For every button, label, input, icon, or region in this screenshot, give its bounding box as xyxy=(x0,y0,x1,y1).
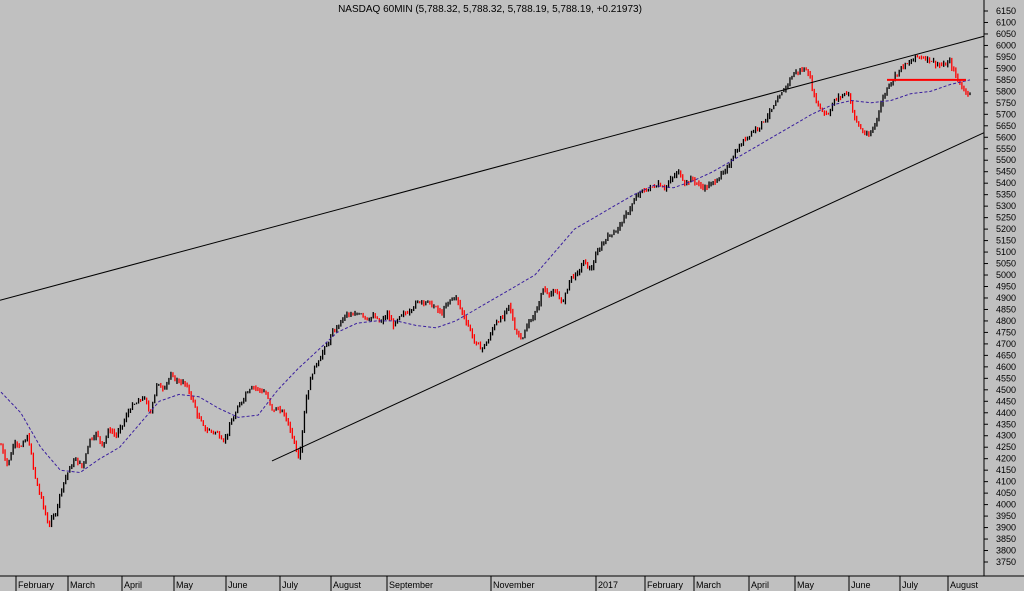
y-tick-label: 5550 xyxy=(996,144,1016,154)
y-tick-label: 4350 xyxy=(996,419,1016,429)
y-tick-label: 5350 xyxy=(996,190,1016,200)
y-tick-label: 5650 xyxy=(996,121,1016,131)
y-tick-label: 4150 xyxy=(996,465,1016,475)
y-tick-label: 5200 xyxy=(996,224,1016,234)
y-tick-label: 5900 xyxy=(996,63,1016,73)
x-tick-label: June xyxy=(228,580,248,590)
x-axis: February March April May June July August Septe… xyxy=(15,576,979,591)
y-tick-label: 5700 xyxy=(996,109,1016,119)
y-tick-label: 5150 xyxy=(996,236,1016,246)
y-tick-label: 5850 xyxy=(996,75,1016,85)
x-tick-label: September xyxy=(389,580,433,590)
x-tick-label: April xyxy=(124,580,142,590)
x-tick-label: February xyxy=(18,580,55,590)
y-tick-label: 6000 xyxy=(996,40,1016,50)
x-tick-label: March xyxy=(696,580,721,590)
x-tick-label: May xyxy=(797,580,815,590)
y-tick-label: 3900 xyxy=(996,523,1016,533)
y-tick-label: 4450 xyxy=(996,396,1016,406)
x-tick-label: July xyxy=(282,580,299,590)
upper-trendline xyxy=(0,35,985,301)
x-tick-label: November xyxy=(493,580,535,590)
y-tick-label: 5300 xyxy=(996,201,1016,211)
y-tick-label: 4100 xyxy=(996,477,1016,487)
y-tick-label: 5400 xyxy=(996,178,1016,188)
x-tick-label: July xyxy=(902,580,919,590)
y-tick-label: 5000 xyxy=(996,270,1016,280)
y-tick-label: 5500 xyxy=(996,155,1016,165)
y-tick-label: 5950 xyxy=(996,52,1016,62)
y-tick-label: 4650 xyxy=(996,350,1016,360)
y-tick-label: 6100 xyxy=(996,17,1016,27)
y-tick-label: 4950 xyxy=(996,282,1016,292)
price-bars xyxy=(0,54,971,528)
y-tick-label: 5600 xyxy=(996,132,1016,142)
y-tick-label: 4500 xyxy=(996,385,1016,395)
y-tick-label: 5750 xyxy=(996,98,1016,108)
y-tick-label: 3800 xyxy=(996,546,1016,556)
x-tick-label: 2017 xyxy=(598,580,618,590)
y-tick-label: 4200 xyxy=(996,454,1016,464)
y-tick-label: 4800 xyxy=(996,316,1016,326)
x-tick-label: April xyxy=(751,580,769,590)
y-tick-label: 4400 xyxy=(996,408,1016,418)
y-tick-label: 6150 xyxy=(996,6,1016,16)
y-tick-label: 4000 xyxy=(996,500,1016,510)
y-tick-label: 4600 xyxy=(996,362,1016,372)
y-tick-label: 3750 xyxy=(996,557,1016,567)
y-tick-label: 4850 xyxy=(996,304,1016,314)
lower-trendline xyxy=(271,132,985,462)
y-tick-label: 5250 xyxy=(996,213,1016,223)
x-tick-label: June xyxy=(851,580,871,590)
y-tick-label: 5450 xyxy=(996,167,1016,177)
y-tick-label: 4250 xyxy=(996,442,1016,452)
y-tick-label: 5100 xyxy=(996,247,1016,257)
y-tick-label: 6050 xyxy=(996,29,1016,39)
y-tick-label: 4300 xyxy=(996,431,1016,441)
x-tick-label: February xyxy=(647,580,684,590)
chart-title: NASDAQ 60MIN (5,788.32, 5,788.32, 5,788.… xyxy=(338,4,642,15)
x-tick-label: March xyxy=(70,580,95,590)
y-tick-label: 4750 xyxy=(996,327,1016,337)
x-tick-label: May xyxy=(176,580,194,590)
y-tick-label: 5050 xyxy=(996,259,1016,269)
y-tick-label: 3850 xyxy=(996,534,1016,544)
x-tick-label: August xyxy=(333,580,362,590)
y-tick-label: 3950 xyxy=(996,511,1016,521)
y-tick-label: 5800 xyxy=(996,86,1016,96)
y-tick-label: 4050 xyxy=(996,488,1016,498)
y-tick-label: 4700 xyxy=(996,339,1016,349)
y-tick-label: 4550 xyxy=(996,373,1016,383)
y-tick-label: 4900 xyxy=(996,293,1016,303)
x-tick-label: August xyxy=(950,580,979,590)
